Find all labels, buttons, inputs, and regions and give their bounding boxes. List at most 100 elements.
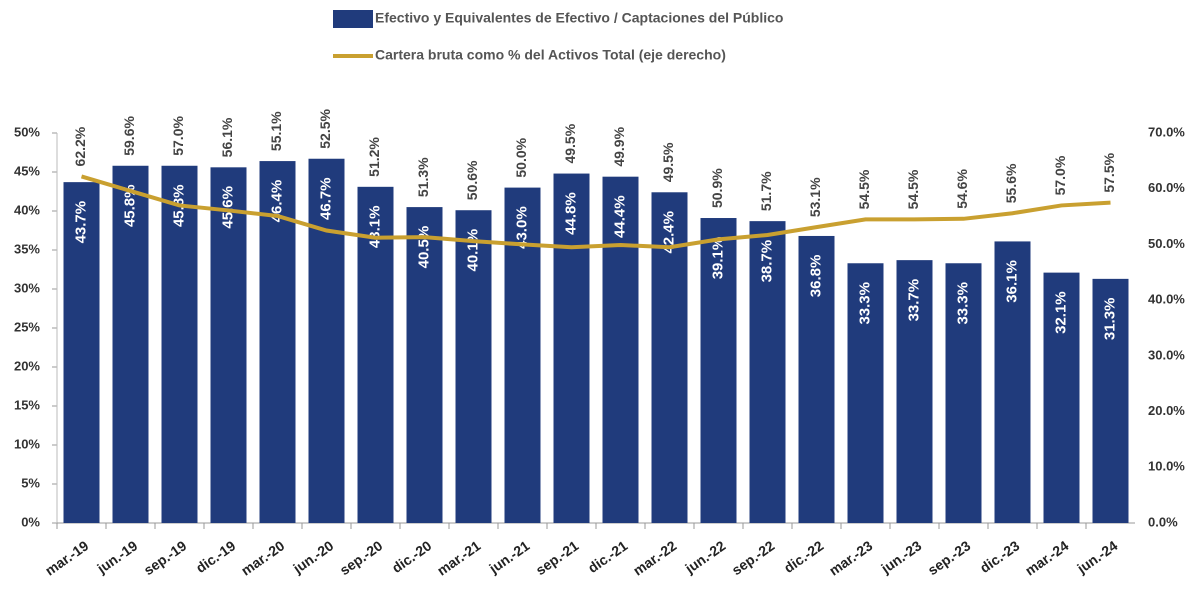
line-label: 57.0% xyxy=(170,116,186,156)
bar-label: 36.8% xyxy=(807,255,824,298)
bar xyxy=(406,207,443,523)
bar xyxy=(994,241,1031,524)
line-label: 54.6% xyxy=(954,169,970,209)
bar-label: 46.4% xyxy=(268,180,285,223)
line-label: 54.5% xyxy=(905,169,921,209)
bar xyxy=(602,176,639,523)
y-tick-label: 50% xyxy=(14,124,40,139)
bar xyxy=(1043,272,1080,523)
y-tick-label: 40% xyxy=(14,202,40,217)
x-tick-label: sep.-22 xyxy=(729,537,778,578)
bar xyxy=(455,210,492,523)
bar xyxy=(161,165,198,523)
bar-label: 45.6% xyxy=(219,186,236,229)
x-tick-label: mar.-20 xyxy=(238,537,288,578)
line-label: 51.2% xyxy=(366,137,382,177)
line-label: 54.5% xyxy=(856,169,872,209)
x-tick-label: jun.-19 xyxy=(93,537,140,577)
line-label: 55.1% xyxy=(268,111,284,151)
line-label: 62.2% xyxy=(72,126,88,166)
legend-label: Cartera bruta como % del Activos Total (… xyxy=(375,47,726,63)
x-tick-label: dic.-22 xyxy=(781,537,827,576)
y-tick-label: 35% xyxy=(14,241,40,256)
x-tick-label: sep.-20 xyxy=(337,537,386,578)
x-tick-label: mar.-21 xyxy=(434,537,484,578)
x-tick-label: jun.-24 xyxy=(1073,537,1120,577)
x-tick-label: mar.-23 xyxy=(826,537,876,578)
y2-tick-label: 10.0% xyxy=(1148,459,1185,474)
x-tick-label: dic.-20 xyxy=(389,537,435,576)
y-tick-label: 45% xyxy=(14,163,40,178)
bar xyxy=(700,218,737,523)
line-label: 51.7% xyxy=(758,171,774,211)
bar-label: 40.5% xyxy=(415,226,432,269)
line-label: 49.9% xyxy=(611,126,627,166)
bar xyxy=(308,158,345,524)
line-label: 59.6% xyxy=(121,116,137,156)
bar-label: 45.8% xyxy=(121,184,138,227)
bar-label: 38.7% xyxy=(758,240,775,283)
x-tick-label: mar.-22 xyxy=(630,537,680,578)
bar-label: 32.1% xyxy=(1052,291,1069,334)
y2-tick-label: 60.0% xyxy=(1148,180,1185,195)
bar-label: 33.3% xyxy=(856,282,873,325)
x-tick-label: sep.-21 xyxy=(533,537,582,578)
y2-tick-label: 20.0% xyxy=(1148,403,1185,418)
line-label: 53.1% xyxy=(807,177,823,217)
legend-label: Efectivo y Equivalentes de Efectivo / Ca… xyxy=(375,10,783,26)
y-tick-label: 30% xyxy=(14,280,40,295)
line-label: 57.0% xyxy=(1052,155,1068,195)
line-label: 51.3% xyxy=(415,157,431,197)
y-tick-label: 25% xyxy=(14,319,40,334)
x-tick-label: jun.-21 xyxy=(485,537,532,577)
line-label: 50.9% xyxy=(709,168,725,208)
line-label: 52.5% xyxy=(317,108,333,148)
x-tick-label: mar.-24 xyxy=(1022,537,1072,578)
bar-label: 44.8% xyxy=(562,192,579,235)
x-tick-label: sep.-23 xyxy=(925,537,974,578)
x-tick-label: jun.-20 xyxy=(289,537,336,577)
x-tick-label: dic.-23 xyxy=(977,537,1023,576)
bar xyxy=(896,260,933,523)
bar xyxy=(1092,278,1129,523)
bar-label: 43.0% xyxy=(513,206,530,249)
bar-label: 39.1% xyxy=(709,237,726,280)
line-label: 56.1% xyxy=(219,117,235,157)
line xyxy=(80,174,1111,250)
y-tick-label: 15% xyxy=(14,397,40,412)
bar xyxy=(553,173,590,523)
y-tick-label: 10% xyxy=(14,436,40,451)
bar-label: 43.1% xyxy=(366,206,383,249)
bar xyxy=(945,263,982,523)
line-label: 49.5% xyxy=(660,142,676,182)
x-tick-label: jun.-22 xyxy=(681,537,728,577)
bar xyxy=(798,235,835,523)
x-tick-label: jun.-23 xyxy=(877,537,924,577)
x-tick-label: mar.-19 xyxy=(42,537,92,578)
y-tick-label: 20% xyxy=(14,358,40,373)
bar xyxy=(63,182,100,523)
y-tick-label: 0% xyxy=(21,514,40,529)
bar-label: 36.1% xyxy=(1003,260,1020,303)
bar-label: 40.1% xyxy=(464,229,481,272)
y2-tick-label: 50.0% xyxy=(1148,236,1185,251)
bar-label: 42.4% xyxy=(660,211,677,254)
line-label: 57.5% xyxy=(1101,152,1117,192)
line-label: 49.5% xyxy=(562,123,578,163)
line-label: 55.6% xyxy=(1003,163,1019,203)
bar xyxy=(210,167,247,523)
legend-swatch xyxy=(333,10,373,28)
y2-tick-label: 40.0% xyxy=(1148,292,1185,307)
bar xyxy=(847,263,884,523)
bar-label: 46.7% xyxy=(317,177,334,220)
bar-label: 44.4% xyxy=(611,195,628,238)
x-tick-label: dic.-21 xyxy=(585,537,631,576)
bar-label: 43.7% xyxy=(72,201,89,244)
bar xyxy=(749,221,786,523)
bar xyxy=(112,165,149,523)
bar xyxy=(357,186,394,523)
bar-label: 33.7% xyxy=(905,279,922,322)
x-tick-label: sep.-19 xyxy=(141,537,190,578)
y2-tick-label: 30.0% xyxy=(1148,347,1185,362)
